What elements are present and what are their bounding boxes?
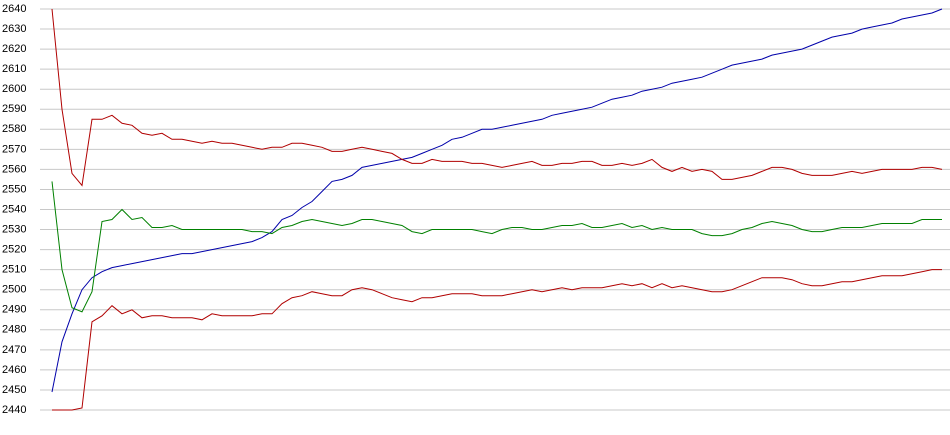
y-tick-label: 2460 (2, 364, 26, 376)
data-line (51, 8, 943, 393)
y-tick-label: 2570 (2, 143, 26, 155)
y-tick-label: 2480 (2, 324, 26, 336)
y-tick-label: 2530 (2, 223, 26, 235)
y-tick-label: 2450 (2, 384, 26, 396)
data-line (51, 181, 942, 313)
y-tick-label: 2610 (2, 63, 26, 75)
y-tick-label: 2580 (2, 123, 26, 135)
data-line (51, 8, 943, 187)
y-tick-label: 2640 (2, 3, 26, 15)
y-tick-label: 2470 (2, 344, 26, 356)
y-tick-label: 2620 (2, 43, 26, 55)
y-tick-label: 2540 (2, 203, 26, 215)
y-tick-label: 2490 (2, 304, 26, 316)
y-tick-label: 2630 (2, 23, 26, 35)
y-tick-label: 2550 (2, 183, 26, 195)
y-tick-label: 2510 (2, 264, 26, 276)
y-tick-label: 2440 (2, 404, 26, 416)
y-tick-label: 2560 (2, 163, 26, 175)
y-tick-label: 2520 (2, 244, 26, 256)
y-tick-label: 2590 (2, 103, 26, 115)
y-tick-label: 2500 (2, 284, 26, 296)
y-tick-label: 2600 (2, 83, 26, 95)
data-line (52, 269, 942, 411)
